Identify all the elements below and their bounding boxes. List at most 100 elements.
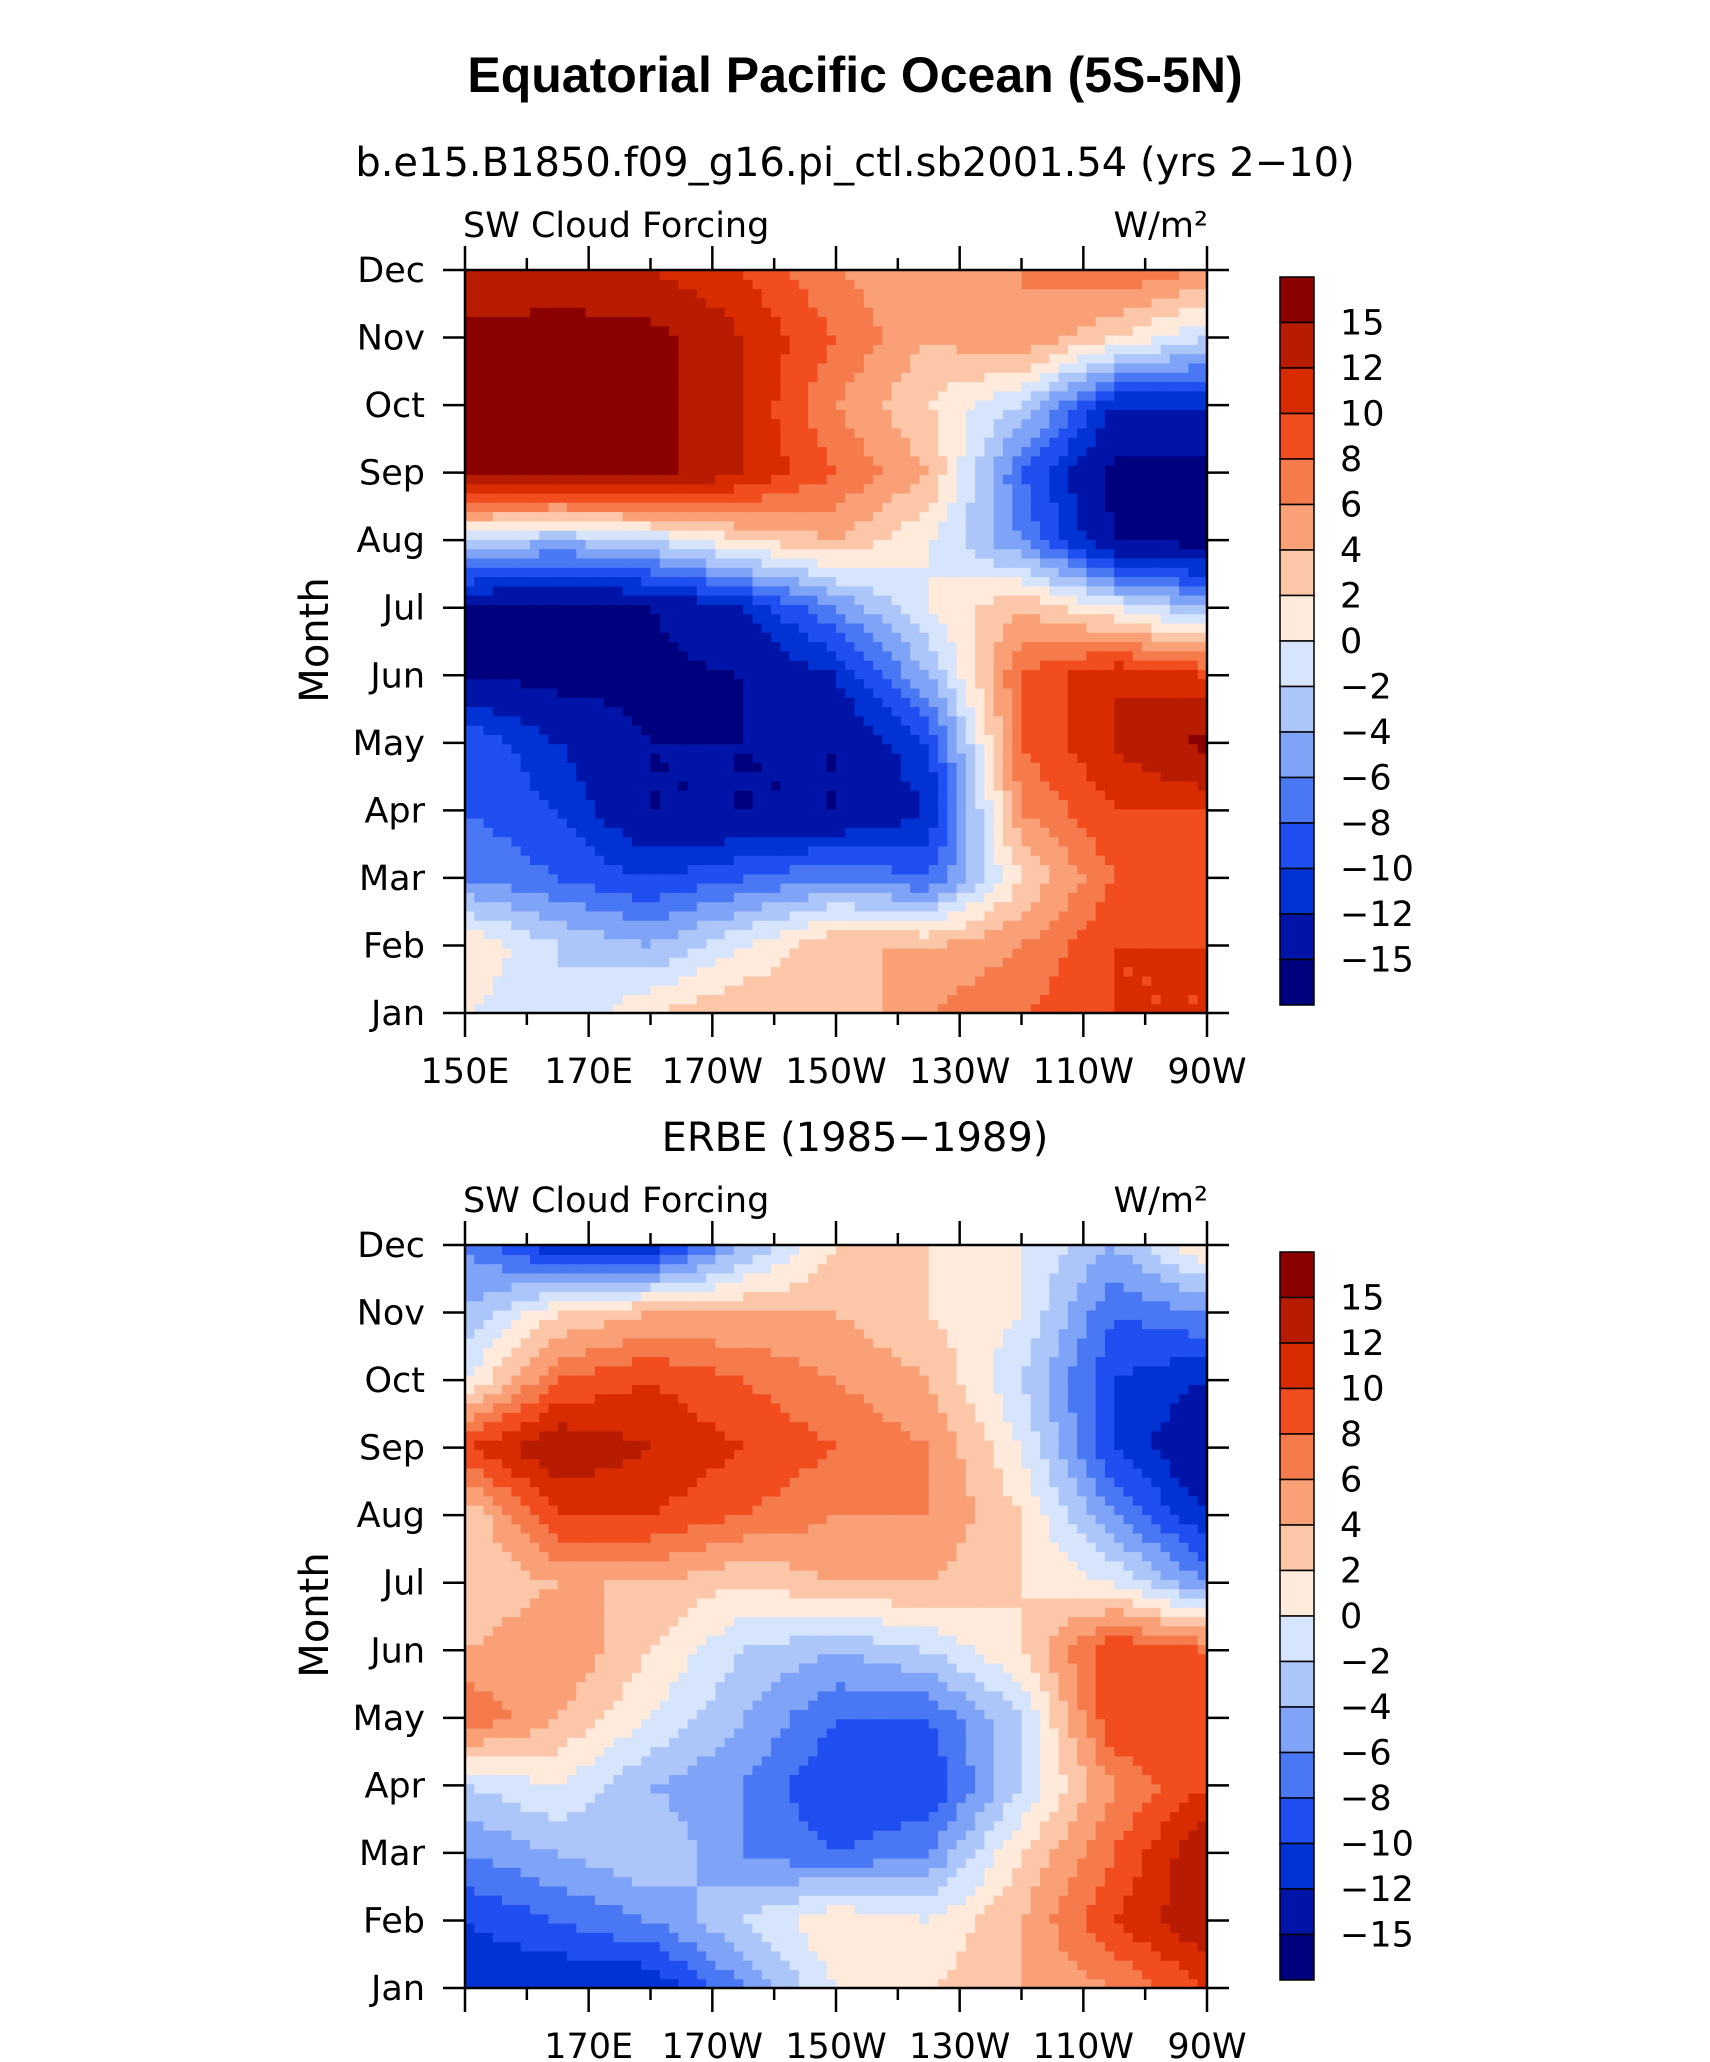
- field-cell: [1049, 901, 1060, 912]
- field-cell: [1104, 947, 1115, 958]
- field-cell: [854, 650, 865, 661]
- field-cell: [1179, 492, 1190, 503]
- field-cell: [873, 827, 883, 838]
- field-cell: [1151, 715, 1162, 726]
- field-cell: [863, 985, 874, 996]
- field-cell: [928, 855, 939, 865]
- field-cell: [984, 632, 995, 643]
- field-cell: [891, 483, 902, 494]
- field-cell: [659, 548, 670, 559]
- field-cell: [1049, 734, 1060, 745]
- field-cell: [771, 715, 781, 726]
- field-cell: [928, 632, 939, 643]
- field-cell: [1040, 994, 1050, 1005]
- field-cell: [826, 910, 837, 921]
- field-cell: [743, 920, 754, 931]
- field-cell: [882, 985, 893, 996]
- field-cell: [1012, 910, 1023, 921]
- field-cell: [1169, 799, 1180, 810]
- field-cell: [576, 650, 587, 661]
- field-cell: [604, 632, 615, 643]
- field-cell: [891, 567, 902, 578]
- field-cell: [567, 808, 577, 819]
- field-cell: [724, 669, 735, 680]
- field-cell: [687, 743, 698, 754]
- field-cell: [789, 511, 800, 522]
- field-cell: [1104, 604, 1115, 615]
- field-cell: [1179, 882, 1190, 893]
- field-cell: [659, 585, 670, 596]
- field-cell: [576, 520, 587, 531]
- field-cell: [548, 743, 559, 754]
- field-cell: [1197, 660, 1208, 670]
- field-cell: [975, 762, 986, 773]
- field-cell: [928, 994, 939, 1005]
- field-cell: [1123, 957, 1134, 968]
- field-cell: [1160, 808, 1171, 819]
- field-cell: [669, 947, 679, 958]
- field-cell: [1188, 864, 1199, 875]
- field-cell: [1123, 465, 1134, 475]
- field-cell: [576, 604, 587, 615]
- field-cell: [567, 901, 577, 912]
- field-cell: [511, 548, 522, 559]
- field-cell: [743, 799, 754, 810]
- field-cell: [1030, 446, 1041, 457]
- field-cell: [567, 994, 577, 1005]
- field-cell: [863, 799, 874, 810]
- field-cell: [1086, 622, 1097, 633]
- field-cell: [836, 817, 846, 828]
- field-cell: [483, 920, 494, 931]
- field-cell: [696, 678, 707, 689]
- field-cell: [669, 855, 679, 865]
- field-cell: [1067, 520, 1078, 531]
- field-cell: [1114, 966, 1125, 977]
- field-cell: [1086, 678, 1097, 689]
- field-cell: [492, 539, 503, 550]
- field-cell: [650, 530, 661, 540]
- field-cell: [483, 650, 494, 661]
- field-cell: [1151, 660, 1162, 670]
- field-cell: [761, 595, 772, 605]
- field-cell: [696, 585, 707, 596]
- field-cell: [724, 1003, 735, 1014]
- field-cell: [594, 585, 605, 596]
- field-cell: [789, 613, 800, 624]
- field-cell: [1095, 697, 1106, 708]
- field-cell: [984, 966, 995, 977]
- field-cell: [1058, 920, 1069, 931]
- field-cell: [1123, 975, 1134, 986]
- field-cell: [669, 576, 679, 587]
- field-cell: [576, 762, 587, 773]
- field-cell: [900, 548, 911, 559]
- field-cell: [604, 706, 615, 717]
- field-cell: [1021, 687, 1032, 698]
- field-cell: [1067, 446, 1078, 457]
- field-cell: [947, 465, 958, 475]
- field-cell: [947, 687, 958, 698]
- field-cell: [928, 455, 939, 466]
- field-cell: [687, 827, 698, 838]
- field-cell: [873, 687, 883, 698]
- field-cell: [733, 966, 744, 977]
- field-cell: [1067, 743, 1078, 754]
- field-cell: [474, 530, 485, 540]
- field-cell: [1114, 873, 1125, 884]
- field-cell: [845, 892, 856, 903]
- field-cell: [808, 715, 819, 726]
- field-cell: [891, 613, 902, 624]
- field-cell: [826, 660, 837, 670]
- field-cell: [576, 660, 587, 670]
- field-cell: [483, 938, 494, 949]
- field-cell: [706, 669, 717, 680]
- field-cell: [789, 827, 800, 838]
- field-cell: [502, 502, 512, 513]
- field-cell: [631, 613, 642, 624]
- field-cell: [743, 957, 754, 968]
- field-cell: [1160, 910, 1171, 921]
- field-cell: [492, 474, 503, 485]
- field-cell: [956, 827, 967, 838]
- field-cell: [1197, 947, 1208, 958]
- field-cell: [1151, 947, 1162, 958]
- field-cell: [687, 502, 698, 513]
